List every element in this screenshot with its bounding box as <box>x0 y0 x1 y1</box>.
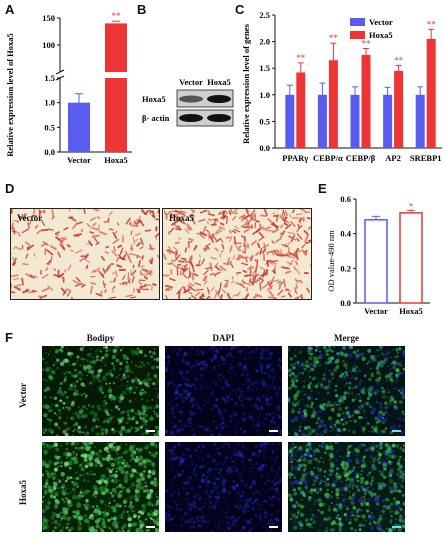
fluo-col-dapi: DAPI <box>212 333 235 343</box>
panel-e-significance: * <box>409 201 414 211</box>
panel-a-ytick-label: 0.5 <box>44 122 55 132</box>
blot-band-actin-vector <box>179 114 203 122</box>
blot-band-hoxa5-vector <box>179 95 203 103</box>
fluo-col-bodipy: Bodipy <box>86 333 115 343</box>
panel-c-significance: ** <box>329 33 339 43</box>
panel-e-ytick-label: 0.2 <box>340 263 351 273</box>
fluo-vector-dapi <box>165 346 282 436</box>
panel-c-bar-vector <box>317 94 327 148</box>
panel-c-ytick-label: 1.5 <box>259 63 270 73</box>
oil-red-label-vector: Vector <box>17 213 43 223</box>
panel-c-ytick-label: 1.0 <box>259 90 270 100</box>
oil-red-label-hoxa5: Hoxa5 <box>169 213 195 223</box>
panel-a-chart: Relative expression level of Hoxa5 0.0 0.… <box>5 11 132 165</box>
panel-c-xtick-label: SREBP1 <box>410 153 442 163</box>
legend-swatch-vector <box>350 18 365 26</box>
panel-a-ytick-label: 0.0 <box>44 147 55 157</box>
panel-a-ytick-label: 100 <box>42 40 55 50</box>
panel-a-bar-upper <box>105 23 127 72</box>
panel-c-bar-hoxa5 <box>296 72 306 148</box>
fluo-hoxa5-dapi <box>165 442 282 532</box>
blot-row-hoxa5: Hoxa5 <box>142 94 166 104</box>
panel-a-ytick-label: 150 <box>42 13 55 23</box>
panel-c-bar-vector <box>285 94 295 148</box>
panel-e-ylabel: OD value-490 nm <box>326 230 336 292</box>
panel-c-ytick-label: 0.5 <box>259 116 270 126</box>
panel-e-bar <box>399 212 423 304</box>
blot-col-vector: Vector <box>179 77 203 87</box>
oil-red-image-hoxa5: Hoxa5 <box>162 208 312 300</box>
panel-c-bar-hoxa5 <box>394 70 404 148</box>
panel-e-ytick-label: 0.4 <box>340 229 351 239</box>
panel-label-c: C <box>235 2 245 17</box>
panel-c-xtick-label: CEBP/β <box>346 153 376 163</box>
panel-c-ylabel: Relative expression level of genes <box>241 23 251 143</box>
fluo-vector-merge <box>288 346 405 436</box>
panel-c-ytick-label: 0.0 <box>259 143 270 153</box>
panel-c-bar-vector <box>415 94 425 148</box>
fluo-vector-bodipy <box>42 346 159 436</box>
blot-row-actin: β- actin <box>142 113 170 123</box>
panel-c-xtick-label: PPARγ <box>282 153 308 163</box>
panel-e-ytick-label: 0.6 <box>340 194 351 204</box>
panel-e-ytick-label: 0.0 <box>340 298 351 308</box>
panel-label-b: B <box>137 2 147 17</box>
panel-c-ytick-label: 2.0 <box>259 37 270 47</box>
fluo-row-vector: Vector <box>18 382 28 408</box>
panel-c-xtick-label: CEBP/α <box>313 153 343 163</box>
panel-c-bar-hoxa5 <box>426 38 436 148</box>
panel-c-bar-vector <box>350 94 360 148</box>
panel-a-ylabel: Relative expression level of Hoxa5 <box>5 33 15 157</box>
fluo-row-hoxa5: Hoxa5 <box>18 479 28 505</box>
panel-a-ytick-label: 1.5 <box>44 73 55 83</box>
blot-col-hoxa5: Hoxa5 <box>207 77 231 87</box>
panel-c-significance: ** <box>362 39 372 49</box>
fluo-col-merge: Merge <box>334 333 359 343</box>
panel-a-ytick-label: 1.0 <box>44 98 55 108</box>
panel-e-bar <box>364 219 388 304</box>
panel-a-xtick-vector: Vector <box>67 155 91 165</box>
panel-label-f: F <box>5 330 13 345</box>
panel-a-significance: ** <box>112 11 122 21</box>
blot-band-actin-hoxa5 <box>207 114 231 122</box>
panel-a-axis-break <box>55 69 65 75</box>
panel-label-e: E <box>318 181 327 196</box>
fluo-hoxa5-bodipy <box>42 442 159 532</box>
legend-label-hoxa5: Hoxa5 <box>369 30 393 40</box>
panel-label-d: D <box>5 181 15 196</box>
panel-c-bar-hoxa5 <box>328 60 338 148</box>
panel-c-chart: Relative expression level of genes 0.0 0.… <box>241 10 442 163</box>
oil-red-image-vector: Vector <box>10 208 160 300</box>
fluo-hoxa5-merge <box>288 442 405 532</box>
panel-e-xtick-vector: Vector <box>364 306 388 316</box>
panel-a-bar-lower <box>105 78 127 152</box>
panel-a-xtick-hoxa5: Hoxa5 <box>104 155 128 165</box>
legend-swatch-hoxa5 <box>350 31 365 39</box>
panel-c-bar-vector <box>383 94 393 148</box>
panel-label-a: A <box>5 2 15 17</box>
panel-c-xtick-label: AP2 <box>385 153 401 163</box>
panel-e-chart: OD value-490 nm 0.0 0.2 0.4 0.6 * Vector Hox… <box>326 194 430 316</box>
panel-e-xtick-hoxa5: Hoxa5 <box>399 306 423 316</box>
panel-c-bar-hoxa5 <box>361 54 371 148</box>
panel-c-significance: ** <box>296 53 306 63</box>
blot-band-hoxa5-hoxa5 <box>207 95 231 103</box>
panel-c-significance: ** <box>394 56 404 66</box>
panel-c-significance: ** <box>427 19 437 29</box>
panel-b-western-blot: Vector Hoxa5 Hoxa5 β- actin <box>142 77 234 127</box>
legend-label-vector: Vector <box>369 17 393 27</box>
panel-a-bar <box>68 102 90 152</box>
panel-c-ytick-label: 2.5 <box>259 10 270 20</box>
